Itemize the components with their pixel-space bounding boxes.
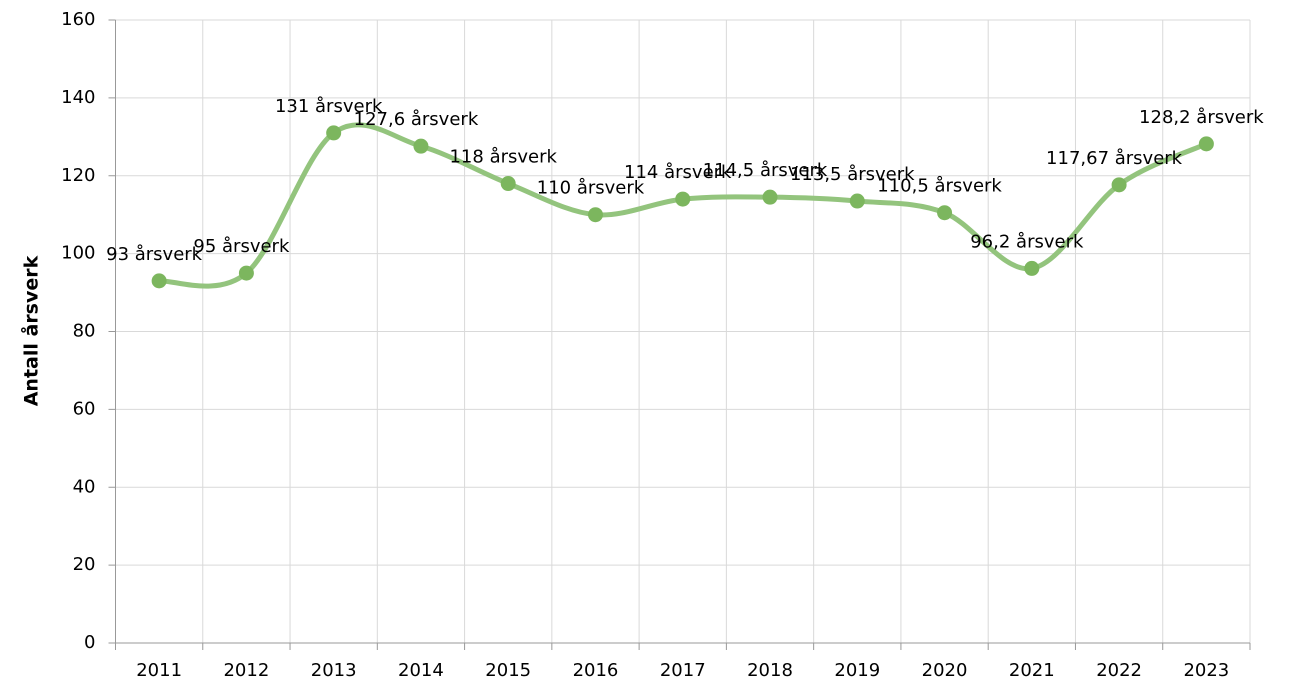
- y-tick-label: 20: [73, 554, 96, 575]
- x-tick-label: 2014: [398, 660, 444, 681]
- marker: [413, 138, 429, 154]
- data-label: 131 årsverk: [275, 96, 383, 117]
- marker: [1024, 260, 1040, 276]
- data-label: 110,5 årsverk: [877, 176, 1002, 197]
- data-label: 128,2 årsverk: [1139, 107, 1264, 128]
- y-tick-label: 0: [84, 632, 95, 653]
- marker: [849, 193, 865, 209]
- marker: [762, 189, 778, 205]
- x-tick-label: 2022: [1096, 660, 1142, 681]
- y-axis-title: Antall årsverk: [19, 255, 43, 406]
- data-label: 113,5 årsverk: [790, 164, 915, 185]
- x-tick-label: 2023: [1183, 660, 1229, 681]
- x-tick-label: 2020: [922, 660, 968, 681]
- x-tick-label: 2016: [573, 660, 619, 681]
- x-tick-label: 2021: [1009, 660, 1055, 681]
- data-label: 117,67 årsverk: [1046, 148, 1183, 169]
- x-tick-label: 2019: [834, 660, 880, 681]
- marker: [937, 205, 953, 221]
- x-tick-label: 2012: [223, 660, 269, 681]
- data-label: 114 årsverk: [624, 162, 732, 183]
- data-label: 127,6 årsverk: [354, 109, 479, 130]
- x-tick-label: 2017: [660, 660, 706, 681]
- x-tick-label: 2015: [485, 660, 531, 681]
- y-tick-label: 60: [73, 398, 96, 419]
- marker: [675, 191, 691, 207]
- marker: [500, 176, 516, 192]
- marker: [238, 265, 254, 281]
- marker: [587, 207, 603, 223]
- data-label: 93 årsverk: [106, 244, 203, 265]
- marker: [1198, 136, 1214, 152]
- data-label: 95 årsverk: [193, 236, 290, 257]
- y-tick-label: 160: [61, 9, 95, 30]
- data-label: 118 årsverk: [449, 147, 557, 168]
- marker: [1111, 177, 1127, 193]
- x-tick-label: 2013: [311, 660, 357, 681]
- data-label: 110 årsverk: [537, 178, 645, 199]
- data-label: 96,2 årsverk: [970, 231, 1084, 252]
- marker: [151, 273, 167, 289]
- y-tick-label: 140: [61, 87, 95, 108]
- y-tick-label: 80: [73, 321, 96, 342]
- y-tick-label: 40: [73, 476, 96, 497]
- y-tick-label: 100: [61, 243, 95, 264]
- data-label: 114,5 årsverk: [703, 160, 828, 181]
- x-tick-label: 2011: [136, 660, 182, 681]
- x-tick-label: 2018: [747, 660, 793, 681]
- y-tick-label: 120: [61, 165, 95, 186]
- marker: [326, 125, 342, 141]
